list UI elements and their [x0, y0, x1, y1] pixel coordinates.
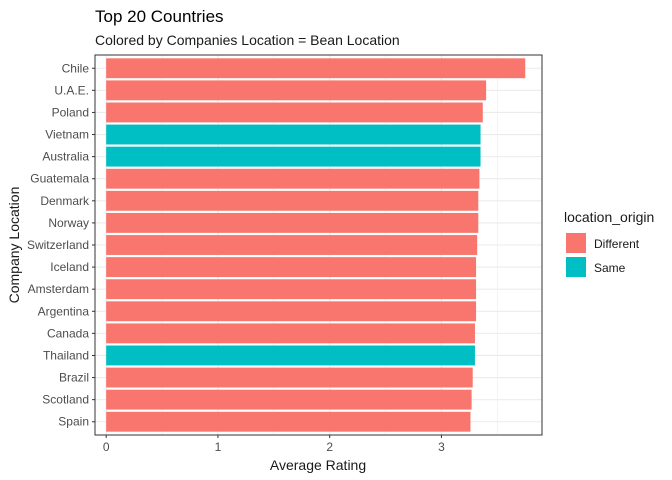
- y-tick-label: Brazil: [59, 371, 89, 385]
- y-tick-label: Chile: [62, 61, 90, 75]
- bar-spain: [106, 411, 471, 432]
- y-tick-label: Switzerland: [27, 238, 89, 252]
- y-tick-label: Iceland: [50, 260, 89, 274]
- y-tick-label: U.A.E.: [54, 83, 89, 97]
- chart-title: Top 20 Countries: [95, 7, 224, 26]
- x-tick-label: 0: [103, 440, 110, 454]
- x-tick-label: 2: [326, 440, 333, 454]
- bar-iceland: [106, 257, 477, 278]
- bars: [106, 58, 526, 432]
- bar-norway: [106, 212, 479, 233]
- y-tick-label: Thailand: [43, 348, 89, 362]
- legend-swatch-same: [566, 257, 586, 277]
- legend-label-same: Same: [594, 261, 626, 275]
- legend-swatch-different: [566, 233, 586, 253]
- y-tick-label: Poland: [52, 105, 89, 119]
- legend-items: Different Same: [566, 233, 640, 277]
- y-tick-label: Norway: [48, 216, 89, 230]
- bar-australia: [106, 146, 481, 167]
- y-tick-label: Australia: [42, 150, 89, 164]
- bar-chile: [106, 58, 526, 79]
- bar-denmark: [106, 190, 479, 211]
- y-tick-label: Guatemala: [30, 172, 89, 186]
- y-tick-label: Canada: [47, 326, 89, 340]
- legend: location_origin Different Same: [564, 209, 654, 277]
- y-tick-label: Denmark: [40, 194, 90, 208]
- bar-vietnam: [106, 124, 481, 145]
- bar-thailand: [106, 345, 475, 366]
- y-tick-label: Vietnam: [45, 128, 89, 142]
- x-tick-label: 3: [438, 440, 445, 454]
- chart-subtitle: Colored by Companies Location = Bean Loc…: [95, 32, 400, 48]
- plot-panel: [94, 54, 543, 436]
- x-tick-label: 1: [215, 440, 222, 454]
- legend-title: location_origin: [564, 209, 654, 225]
- bar-argentina: [106, 301, 477, 322]
- y-tick-label: Spain: [58, 415, 89, 429]
- y-tick-label: Amsterdam: [28, 282, 89, 296]
- legend-label-different: Different: [594, 237, 640, 251]
- bar-switzerland: [106, 235, 478, 255]
- y-axis-title: Company Location: [6, 187, 22, 304]
- bar-u-a-e: [106, 80, 487, 101]
- x-axis-title: Average Rating: [270, 457, 366, 473]
- bar-poland: [106, 102, 483, 123]
- bar-scotland: [106, 389, 472, 410]
- bar-canada: [106, 323, 475, 344]
- bar-guatemala: [106, 168, 480, 189]
- y-tick-label: Scotland: [42, 393, 89, 407]
- y-axis-labels: Chile U.A.E. Poland Vietnam Australia Guatema…: [27, 61, 95, 429]
- bar-brazil: [106, 367, 473, 388]
- y-tick-label: Argentina: [38, 304, 90, 318]
- bar-amsterdam: [106, 279, 477, 300]
- x-axis-labels: 0 1 2 3: [103, 435, 445, 454]
